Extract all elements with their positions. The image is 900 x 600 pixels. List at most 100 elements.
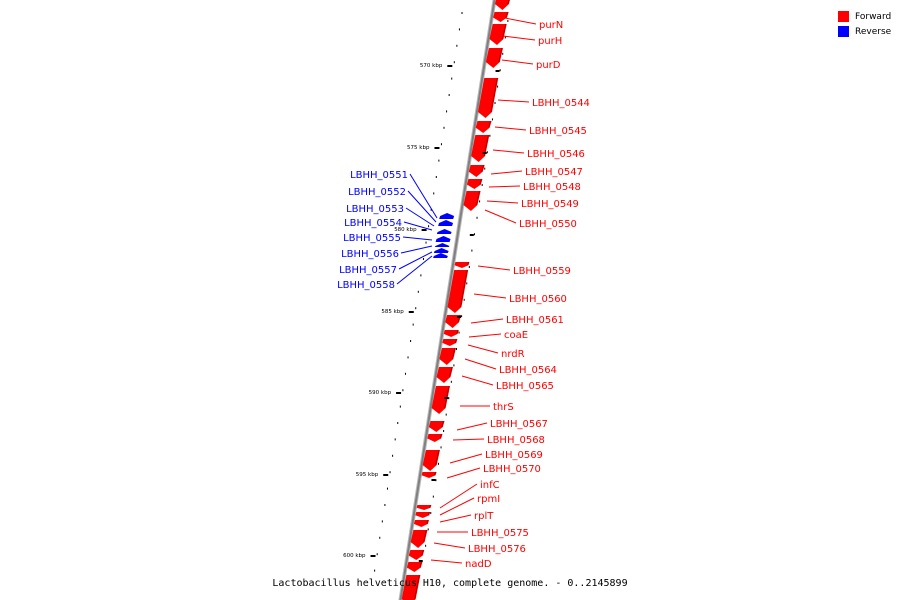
- forward-gene-arrow: [466, 179, 483, 189]
- forward-gene-label: coaE: [504, 330, 528, 341]
- forward-gene-shade: [454, 338, 457, 343]
- minor-tick: [438, 159, 440, 162]
- forward-gene-arrow: [463, 191, 481, 211]
- forward-gene-label: nadD: [465, 559, 492, 570]
- reverse-gene-label: LBHH_0556: [341, 249, 399, 260]
- reverse-label-leader: [405, 207, 435, 227]
- legend-item-reverse: Reverse: [838, 24, 891, 39]
- reverse-gene-label: LBHH_0557: [339, 265, 397, 276]
- minor-tick: [381, 520, 383, 523]
- forward-label-leader: [501, 59, 534, 65]
- minor-tick: [494, 102, 496, 104]
- minor-tick: [458, 28, 460, 31]
- forward-gene-arrow: [485, 48, 503, 68]
- reverse-gene-arrow: [433, 248, 449, 253]
- reverse-gene-label: LBHH_0553: [346, 204, 404, 215]
- minor-tick: [445, 413, 447, 416]
- minor-tick-marks: [374, 12, 509, 572]
- genome-caption: Lactobacillus helveticus H10, complete g…: [0, 578, 900, 589]
- forward-gene-arrow: [478, 78, 499, 118]
- minor-tick: [507, 20, 509, 22]
- minor-tick: [443, 430, 445, 432]
- minor-tick: [432, 495, 434, 498]
- minor-tick: [425, 544, 427, 547]
- minor-tick: [392, 454, 394, 457]
- forward-label-leader: [439, 483, 478, 509]
- minor-tick: [486, 151, 488, 154]
- forward-gene-shade: [434, 471, 437, 476]
- forward-label-leader: [449, 453, 483, 464]
- forward-gene-label: LBHH_0569: [485, 450, 543, 461]
- major-tick-right: [482, 152, 487, 154]
- minor-tick: [453, 61, 455, 64]
- forward-label-leader: [488, 185, 521, 188]
- minor-tick: [443, 126, 445, 129]
- minor-tick: [453, 364, 455, 367]
- forward-gene-arrow: [468, 165, 485, 177]
- reverse-label-leader: [402, 236, 433, 241]
- major-tick-right: [469, 234, 474, 236]
- minor-tick: [384, 504, 386, 506]
- forward-gene-arrow: [439, 348, 456, 365]
- minor-tick: [427, 528, 429, 531]
- minor-tick: [473, 233, 475, 236]
- minor-tick: [376, 553, 378, 556]
- forward-label-leader: [504, 17, 537, 25]
- reverse-label-leader: [400, 245, 433, 254]
- forward-gene-shade: [448, 366, 453, 378]
- forward-gene-shade: [423, 529, 427, 543]
- forward-label-leader: [452, 438, 485, 441]
- forward-gene-shade: [490, 77, 498, 113]
- forward-label-leader: [446, 467, 481, 479]
- forward-gene-arrow: [443, 330, 459, 337]
- minor-tick: [497, 85, 499, 88]
- minor-tick: [374, 569, 376, 572]
- tick-label: 585 kbp: [381, 309, 404, 315]
- minor-tick: [484, 167, 486, 170]
- minor-tick: [448, 94, 450, 96]
- forward-gene-shade: [426, 519, 429, 524]
- minor-tick: [471, 249, 473, 252]
- forward-gene-shade: [414, 574, 420, 600]
- major-tick: [396, 392, 402, 394]
- minor-tick: [425, 241, 427, 244]
- forward-gene-shade: [421, 549, 424, 556]
- caption-text: Lactobacillus helveticus H10, complete g…: [272, 578, 628, 589]
- forward-gene-arrow: [421, 472, 437, 478]
- forward-gene-shade: [427, 511, 430, 516]
- minor-tick: [504, 36, 506, 39]
- forward-gene-shade: [488, 120, 492, 128]
- forward-gene-shade: [419, 561, 422, 568]
- forward-gene-label: purH: [538, 36, 562, 47]
- major-tick-right: [495, 70, 500, 72]
- forward-gene-arrow: [422, 450, 440, 471]
- forward-label-leader: [461, 375, 494, 386]
- forward-gene-label: LBHH_0576: [468, 544, 526, 555]
- minor-tick: [394, 438, 396, 441]
- forward-gene-label: LBHH_0567: [490, 419, 548, 430]
- legend-label-reverse: Reverse: [855, 26, 892, 37]
- minor-tick: [435, 479, 437, 482]
- gene-labels: purN purH purD LBHH_0544 LBHH_0545 LBHH_0546 L…: [337, 17, 590, 570]
- legend: Forward Reverse: [838, 9, 891, 39]
- tick-label: 600 kbp: [343, 553, 366, 559]
- minor-tick: [489, 134, 491, 137]
- major-tick: [447, 65, 453, 67]
- forward-label-leader: [490, 170, 523, 175]
- forward-gene-label: LBHH_0549: [521, 199, 579, 210]
- minor-tick: [397, 422, 399, 424]
- forward-gene-arrow: [427, 434, 443, 442]
- forward-gene-arrow: [475, 121, 492, 133]
- minor-tick: [407, 356, 409, 359]
- minor-tick: [463, 298, 465, 301]
- reverse-gene-label: LBHH_0555: [343, 233, 401, 244]
- forward-label-leader: [464, 358, 497, 370]
- minor-tick: [491, 118, 493, 121]
- forward-gene-arrow: [428, 421, 445, 432]
- forward-label-leader: [477, 265, 511, 271]
- forward-label-leader: [486, 200, 519, 204]
- tick-label: 575 kbp: [407, 145, 430, 151]
- major-tick-right: [444, 397, 449, 399]
- forward-gene-arrow: [442, 339, 458, 346]
